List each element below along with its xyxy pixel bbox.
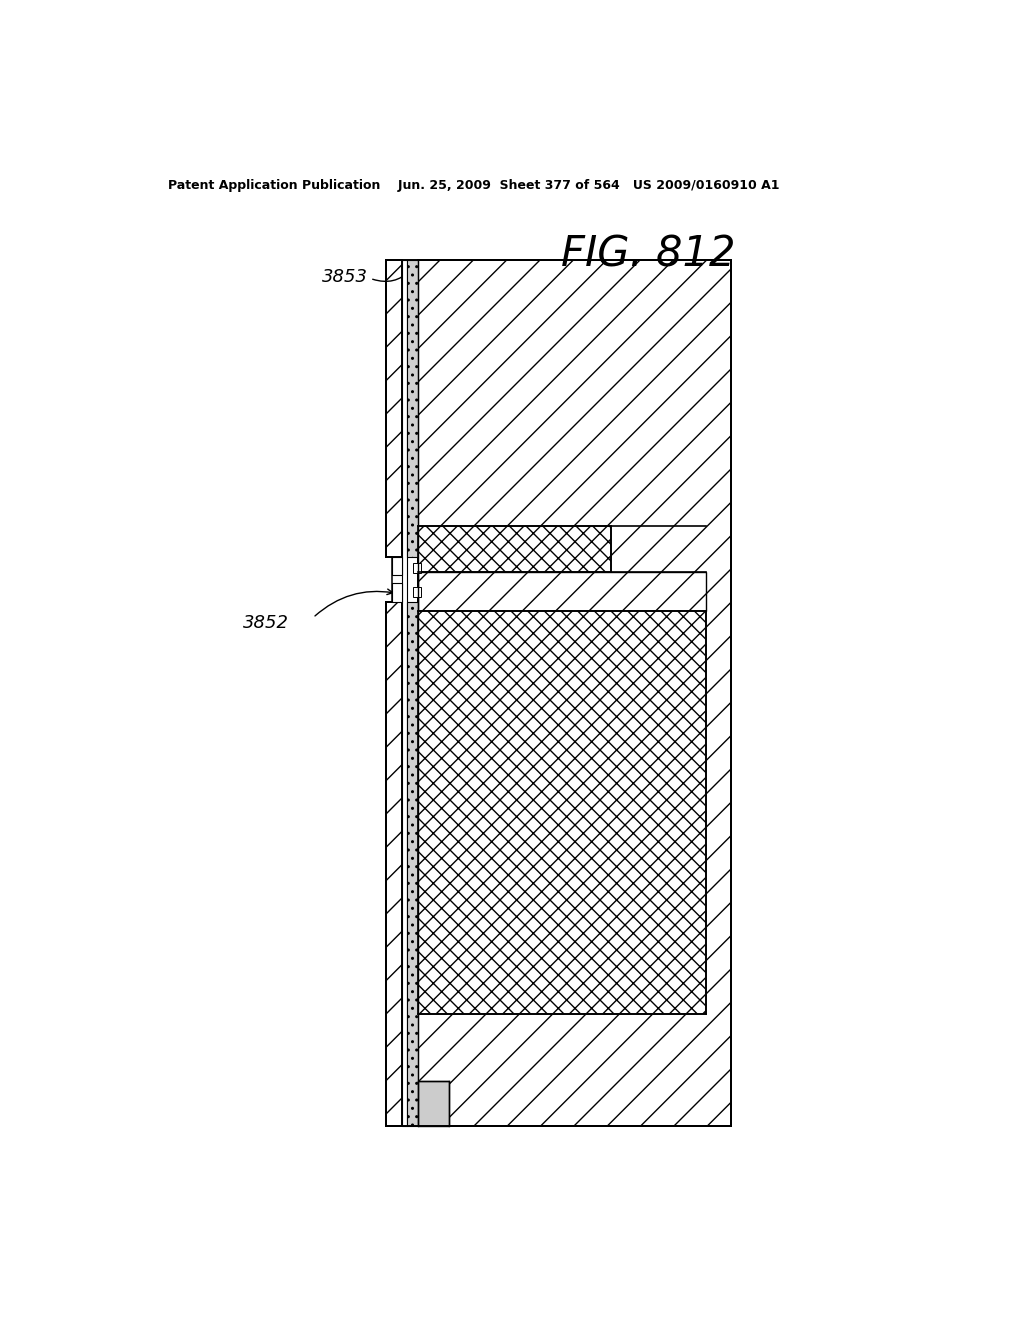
Bar [386,602,401,1126]
Bar [419,527,610,572]
Text: 3852: 3852 [243,614,289,632]
Bar [392,557,401,576]
Bar [386,260,401,557]
Bar [401,260,408,1126]
Bar [419,1081,450,1126]
Bar [413,562,421,573]
Bar [419,611,706,1014]
Bar [419,572,706,611]
Text: FIG. 812: FIG. 812 [560,234,735,275]
Bar [408,260,419,557]
Bar [392,583,401,602]
Text: Patent Application Publication    Jun. 25, 2009  Sheet 377 of 564   US 2009/0160: Patent Application Publication Jun. 25, … [168,180,779,191]
Bar [413,587,421,598]
Text: 3853: 3853 [323,268,369,286]
Bar [408,602,419,1126]
Bar [419,260,731,1126]
